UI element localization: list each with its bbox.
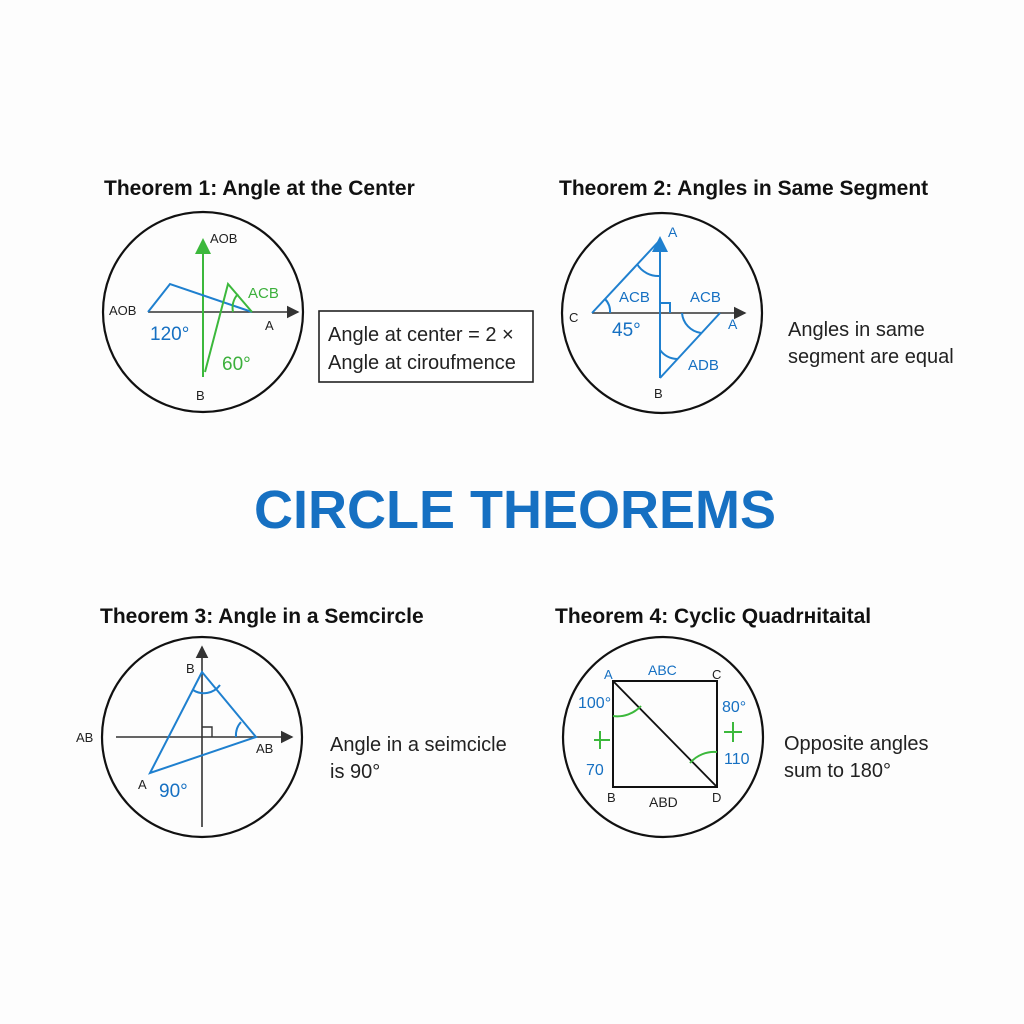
theorem4-note-line2: sum to 180° (784, 760, 891, 782)
theorem1-note-box (318, 310, 534, 383)
theorem3-arc-b (192, 684, 221, 695)
theorem3-label-ab-left: AB (76, 730, 93, 745)
theorem4-quadrilateral (612, 680, 718, 788)
theorem1-angle-120: 120° (150, 324, 189, 345)
theorem1-label-aob-top: AOB (210, 231, 237, 246)
theorem3-circle (100, 635, 304, 839)
theorem4-angle-70: 70 (586, 762, 604, 779)
theorem4-label-a: A (604, 667, 613, 682)
theorem2-label-c: C (569, 310, 578, 325)
theorem3-right-angle-mark (202, 726, 213, 737)
theorem3-triangle (147, 670, 258, 775)
main-title: CIRCLE THEOREMS (254, 480, 776, 540)
theorem1-title: Theorem 1: Angle at the Center (104, 177, 415, 200)
theorem2-chord-ba (659, 312, 721, 379)
theorem2-chord-ca (591, 239, 661, 314)
theorem3-note-line1: Angle in a seimcicle (330, 734, 507, 756)
theorem2-label-acb-left: ACB (619, 289, 650, 306)
theorem1-green-chord (204, 281, 253, 373)
theorem1-angle-arc (231, 293, 239, 313)
theorem4-arc-d (689, 750, 718, 764)
theorem2-right-angle-mark (660, 302, 671, 313)
theorem3-title: Theorem 3: Angle in a Semcircle (100, 605, 424, 628)
theorem4-arc-a (612, 705, 642, 718)
theorem2-label-b: B (654, 386, 663, 401)
theorem1-panel: Theorem 1: Angle at the Center AOB AOB A… (101, 177, 534, 414)
theorem1-label-aob-left: AOB (109, 303, 136, 318)
theorem1-note-line2: Angle at ciroufmence (328, 352, 516, 374)
theorem4-circle (561, 635, 765, 839)
theorem2-angle-45: 45° (612, 320, 641, 341)
theorem2-note-line1: Angles in same (788, 319, 925, 341)
theorem4-title: Theorem 4: Cyclic Quadrнitaital (555, 605, 871, 628)
theorem4-diagonal (612, 680, 718, 788)
theorem4-label-d: D (712, 790, 721, 805)
theorem4-label-abc: ABC (648, 662, 677, 678)
theorem3-note-line2: is 90° (330, 761, 380, 783)
theorem1-label-a: A (265, 318, 274, 333)
theorem2-title: Theorem 2: Angles in Same Segment (559, 177, 928, 200)
theorem1-blue-triangle (147, 282, 253, 313)
theorem1-label-b: B (196, 388, 205, 403)
theorem1-circle (101, 210, 305, 414)
theorem2-label-adb: ADB (688, 357, 719, 374)
theorem4-note-line1: Opposite angles (784, 733, 929, 755)
theorem3-label-a: A (138, 777, 147, 792)
theorem1-note-line1: Angle at center = 2 × (328, 324, 514, 346)
theorem4-label-c: C (712, 667, 721, 682)
theorem4-label-b: B (607, 790, 616, 805)
theorem3-arc-right (234, 721, 242, 738)
theorem4-label-abd: ABD (649, 794, 678, 810)
theorem2-arc-c (604, 298, 612, 314)
theorem3-angle-90: 90° (159, 781, 188, 802)
theorem4-angle-110: 110 (724, 751, 750, 768)
theorem2-label-a-right: A (728, 316, 738, 332)
theorem1-angle-60: 60° (222, 354, 251, 375)
theorem2-note-line2: segment are equal (788, 346, 954, 368)
theorem4-angle-80: 80° (722, 699, 746, 716)
theorem4-panel: Theorem 4: Cyclic Quadrнitaital A ABC C … (555, 605, 929, 839)
theorem3-label-b: B (186, 661, 195, 676)
theorem2-label-acb-right: ACB (690, 289, 721, 306)
theorem3-panel: Theorem 3: Angle in a Semcircle B AB AB … (76, 605, 507, 839)
theorem3-label-ab-right: AB (256, 741, 273, 756)
theorem2-circle (560, 211, 764, 415)
theorem2-arc-bottom (659, 349, 678, 360)
theorem4-angle-100: 100° (578, 695, 611, 712)
theorem2-arc-a (636, 263, 661, 278)
theorem1-label-acb: ACB (248, 285, 279, 302)
theorem2-arc-right (681, 312, 702, 334)
theorem2-panel: Theorem 2: Angles in Same Segment A C AC… (559, 177, 954, 415)
theorem2-label-a-top: A (668, 224, 678, 240)
